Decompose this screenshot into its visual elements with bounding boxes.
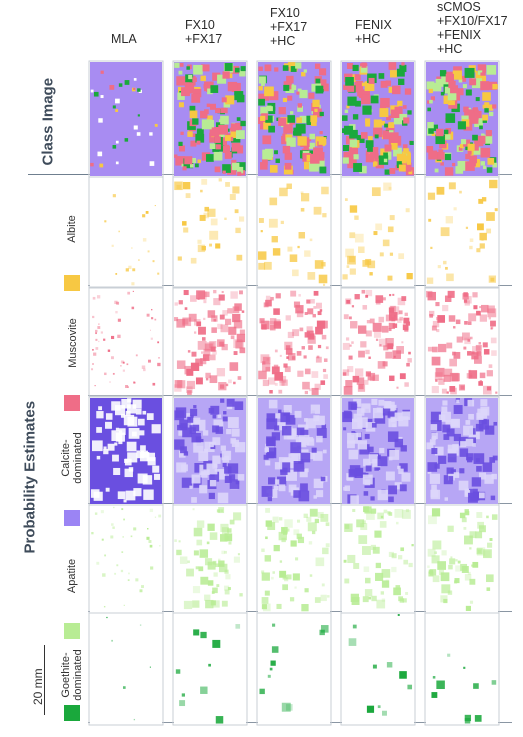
- column-header-scmos: sCMOS +FX10/FX17 +FENIX +HC: [437, 0, 508, 56]
- panel-r1-c4: [424, 176, 500, 288]
- goethite-swatch: [64, 705, 80, 721]
- panel-r5-c3: [340, 612, 416, 726]
- panel-r0-c2: [256, 60, 332, 178]
- panel-r1-c3: [340, 176, 416, 288]
- panel-r1-c1: [172, 176, 248, 288]
- panel-r2-c4: [424, 287, 500, 397]
- panel-r5-c1: [172, 612, 248, 726]
- panel-r4-c1: [172, 504, 248, 614]
- panel-r2-c3: [340, 287, 416, 397]
- panel-r3-c1: [172, 396, 248, 506]
- panel-r4-c3: [340, 504, 416, 614]
- panel-r0-c1: [172, 60, 248, 178]
- class-divider: [28, 174, 88, 175]
- albite-swatch: [64, 275, 80, 291]
- panel-r0-c3: [340, 60, 416, 178]
- panel-r3-c0: [88, 396, 164, 506]
- panel-r2-c1: [172, 287, 248, 397]
- column-header-fenix-hc: FENIX +HC: [355, 18, 392, 46]
- scale-bar-line: [44, 645, 45, 715]
- panel-r5-c0: [88, 612, 164, 726]
- panel-r3-c2: [256, 396, 332, 506]
- panel-r0-c4: [424, 60, 500, 178]
- column-header-mla: MLA: [111, 32, 137, 46]
- panel-r5-c4: [424, 612, 500, 726]
- panel-r3-c4: [424, 396, 500, 506]
- panel-r1-c2: [256, 176, 332, 288]
- panel-r5-c2: [256, 612, 332, 726]
- panel-r3-c3: [340, 396, 416, 506]
- column-header-fx10-fx17-hc: FX10 +FX17 +HC: [270, 6, 308, 48]
- panel-r2-c2: [256, 287, 332, 397]
- panel-r0-c0: [88, 60, 164, 178]
- panel-r4-c0: [88, 504, 164, 614]
- panel-r4-c2: [256, 504, 332, 614]
- column-header-fx10-fx17: FX10 +FX17: [185, 18, 223, 46]
- calcite-swatch: [64, 510, 80, 526]
- apatite-swatch: [64, 623, 80, 639]
- panel-r4-c4: [424, 504, 500, 614]
- panel-r1-c0: [88, 176, 164, 288]
- panel-r2-c0: [88, 287, 164, 397]
- muscovite-swatch: [64, 395, 80, 411]
